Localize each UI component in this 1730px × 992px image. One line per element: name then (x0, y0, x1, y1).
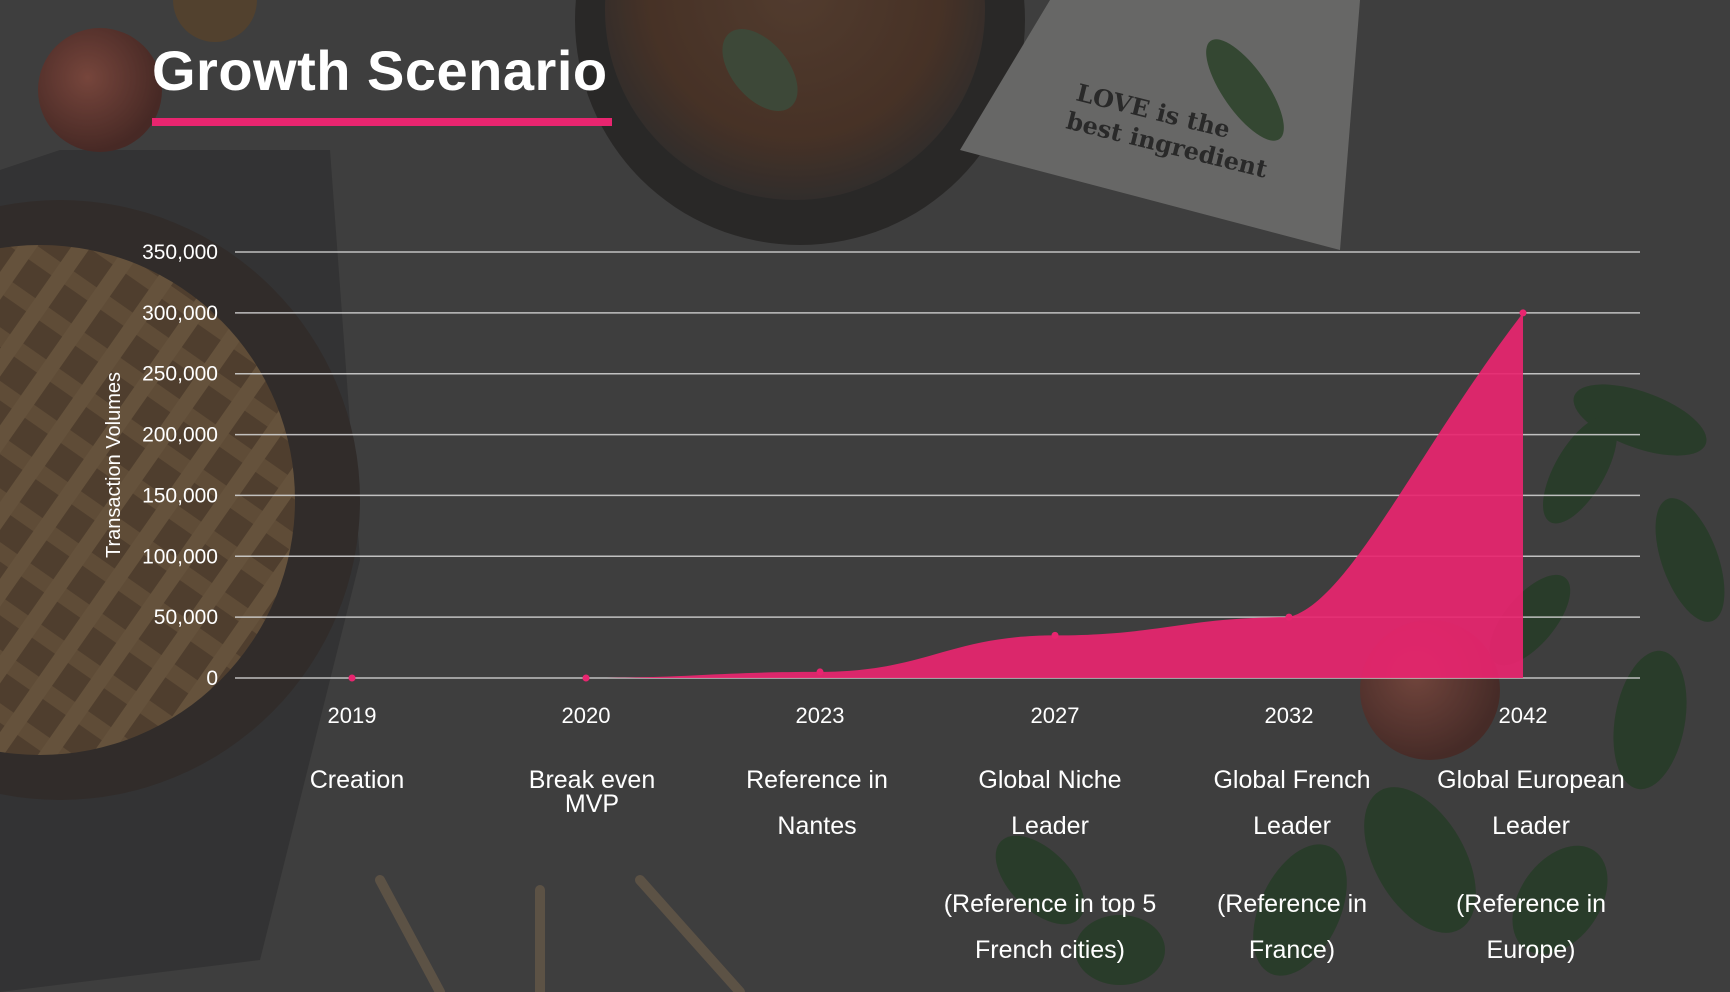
y-tick-label: 0 (206, 667, 218, 690)
data-point (1051, 631, 1059, 639)
milestone-caption: Reference in Nantes (702, 757, 932, 849)
x-tick-label: 2023 (796, 703, 845, 728)
data-point (348, 674, 356, 682)
y-tick-label: 150,000 (142, 484, 218, 507)
data-point (1519, 309, 1527, 317)
milestone-subtitle: Leader (1492, 812, 1570, 840)
slide-title: Growth Scenario (152, 39, 608, 102)
x-axis-ticks: 2019 2020 2023 2027 2032 2042 (328, 703, 1548, 728)
apple-shape (38, 28, 162, 152)
fork-shape (375, 875, 745, 992)
milestone-subtitle: Leader (1253, 812, 1331, 840)
milestone-title: Global French (1213, 766, 1371, 794)
title-underline (152, 118, 612, 126)
data-point (582, 674, 590, 682)
milestone-title: Global Niche (978, 766, 1122, 794)
milestone-note: (Reference in (1455, 890, 1607, 918)
x-tick-label: 2042 (1499, 703, 1548, 728)
milestone-caption: Global Niche Leader (Reference in top 5 Fre… (935, 757, 1165, 973)
greenery-shape (995, 384, 1725, 985)
y-tick-label: 350,000 (142, 241, 218, 264)
x-tick-label: 2020 (562, 703, 611, 728)
x-tick-label: 2032 (1265, 703, 1314, 728)
y-axis-ticks: 0 50,000 100,000 150,000 200,000 250,000 300,0… (142, 241, 218, 690)
milestone-title: Break even (528, 766, 656, 794)
y-tick-label: 200,000 (142, 424, 218, 447)
series-area (352, 312, 1523, 678)
data-point (816, 668, 824, 676)
y-tick-label: 50,000 (154, 606, 218, 629)
milestone-note: Europe) (1486, 936, 1576, 964)
milestone-note: (Reference in (1216, 890, 1368, 918)
x-tick-label: 2027 (1031, 703, 1080, 728)
milestone-note: France) (1248, 936, 1336, 964)
napkin-shape (960, 0, 1360, 250)
leaf-shape (1206, 39, 1284, 141)
y-tick-label: 300,000 (142, 302, 218, 325)
milestone-caption: Break even MVP (477, 757, 707, 819)
milestone-caption: Global French Leader (Reference in France) (1177, 757, 1407, 973)
apple-shape (173, 0, 257, 42)
milestone-subtitle: Nantes (777, 812, 857, 840)
y-axis-label: Transaction Volumes (103, 372, 125, 558)
milestone-caption: Creation (242, 757, 472, 803)
milestone-note: (Reference in top 5 (943, 890, 1157, 918)
y-tick-label: 250,000 (142, 363, 218, 386)
milestone-title: Reference in (746, 766, 888, 794)
milestone-title: Creation (309, 766, 405, 794)
data-point (1285, 613, 1293, 621)
y-tick-label: 100,000 (142, 545, 218, 568)
milestone-note: MVP (564, 790, 620, 818)
x-tick-label: 2019 (328, 703, 377, 728)
milestone-subtitle: Leader (1011, 812, 1089, 840)
milestone-title: Global European (1437, 766, 1625, 794)
leaf-shape (722, 29, 798, 111)
pie-lattice-shape (0, 245, 295, 755)
milestone-note: French cities) (974, 936, 1126, 964)
milestone-caption: Global European Leader (Reference in Europe… (1416, 757, 1646, 973)
data-points (348, 309, 1527, 682)
